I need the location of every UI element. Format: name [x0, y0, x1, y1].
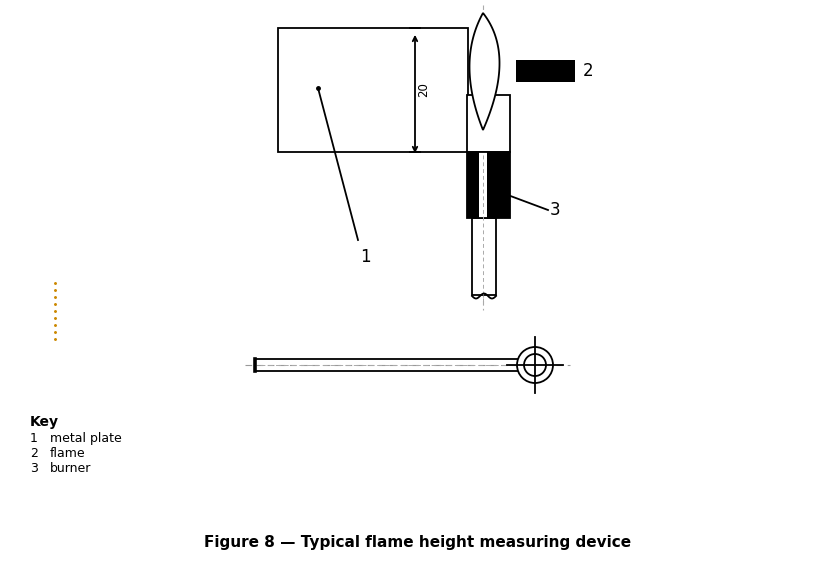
Circle shape: [523, 354, 545, 376]
Text: 20: 20: [417, 82, 430, 97]
Text: 1: 1: [30, 432, 38, 445]
Text: 1: 1: [359, 248, 370, 266]
Polygon shape: [469, 13, 499, 130]
Bar: [478, 152, 487, 218]
Text: metal plate: metal plate: [50, 432, 121, 445]
Bar: [472, 218, 496, 295]
Text: Key: Key: [30, 415, 59, 429]
Bar: [515, 60, 574, 82]
Bar: [466, 95, 509, 152]
Bar: [278, 28, 467, 152]
Text: 2: 2: [583, 62, 593, 80]
Circle shape: [517, 347, 553, 383]
Text: burner: burner: [50, 462, 91, 475]
Bar: [466, 152, 509, 218]
Text: Figure 8 — Typical flame height measuring device: Figure 8 — Typical flame height measurin…: [204, 536, 631, 550]
Text: 3: 3: [30, 462, 38, 475]
Bar: [466, 152, 509, 218]
Text: 3: 3: [549, 201, 560, 219]
Text: flame: flame: [50, 447, 85, 460]
Text: 2: 2: [30, 447, 38, 460]
